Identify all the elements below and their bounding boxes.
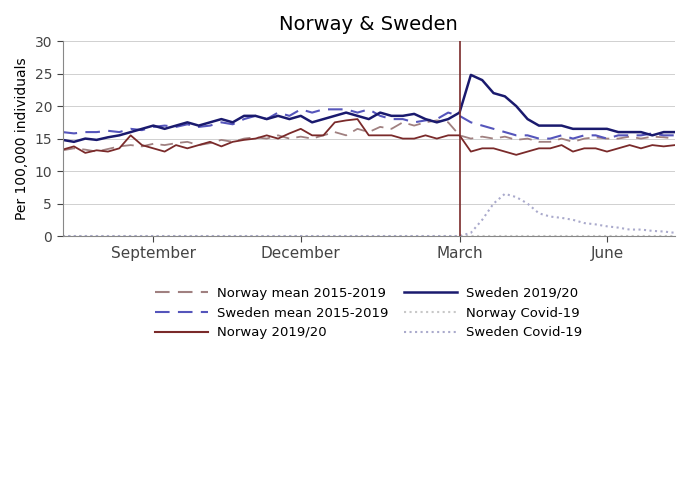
Title: Norway & Sweden: Norway & Sweden bbox=[279, 15, 458, 34]
Y-axis label: Per 100,000 individuals: Per 100,000 individuals bbox=[15, 57, 29, 220]
Legend: Norway mean 2015-2019, Sweden mean 2015-2019, Norway 2019/20, Sweden 2019/20, No: Norway mean 2015-2019, Sweden mean 2015-… bbox=[150, 282, 588, 344]
